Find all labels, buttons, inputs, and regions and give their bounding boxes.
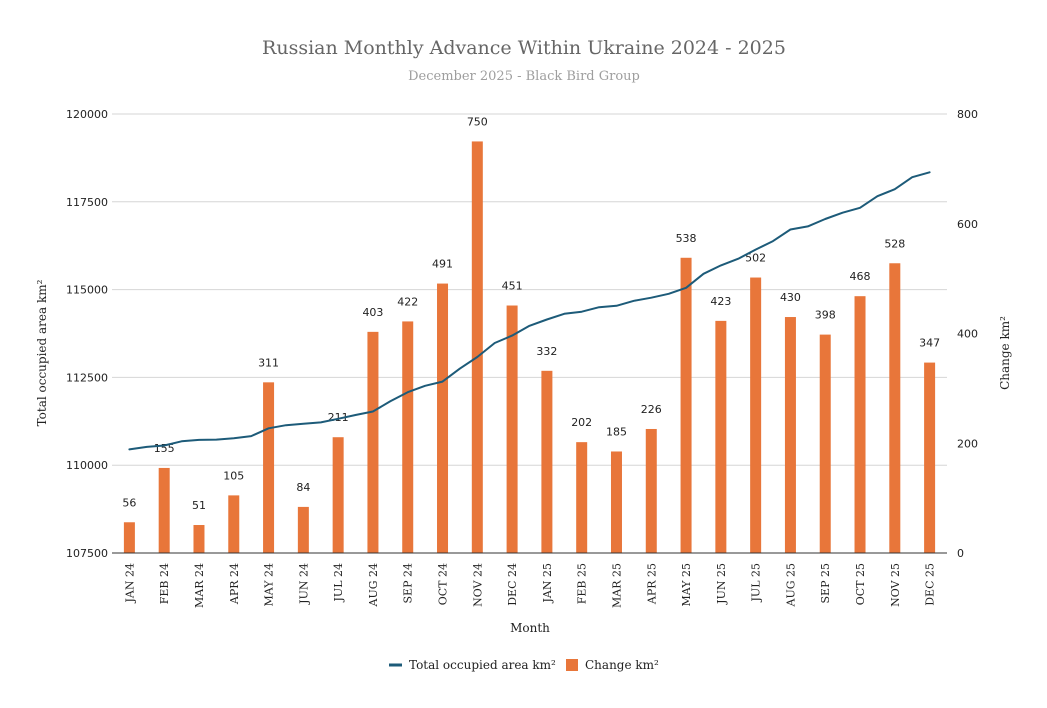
x-tick-label: MAY 25 [680,563,693,607]
bar-series [123,141,936,553]
right-axis-title: Change km² [998,316,1012,390]
bar [610,451,622,553]
right-tick-label: 400 [957,328,978,341]
x-tick-label: MAR 25 [610,563,623,608]
left-tick-label: 120000 [66,108,108,121]
left-axis-title: Total occupied area km² [35,279,49,426]
bar [819,334,831,553]
bar [541,370,553,553]
chart-subtitle: December 2025 - Black Bird Group [408,69,640,84]
left-tick-label: 107500 [66,547,108,560]
x-tick-label: FEB 24 [158,563,171,604]
bar [123,522,135,553]
bar-data-label: 491 [432,258,453,271]
bar [645,428,657,553]
bar-data-label: 422 [397,295,418,308]
right-tick-label: 0 [957,547,964,560]
legend-label-change: Change km² [585,658,659,672]
bar-data-label: 211 [328,411,349,424]
bar-data-label: 84 [296,481,310,494]
bar [784,317,796,553]
x-tick-label: FEB 25 [576,563,589,604]
x-tick-label: DEC 25 [924,563,937,606]
bar [750,277,762,553]
bar-data-label: 423 [710,295,731,308]
left-tick-label: 110000 [66,459,108,472]
bar [297,506,309,553]
bar [471,141,483,553]
bar-data-label: 528 [884,237,905,250]
left-tick-label: 115000 [66,284,108,297]
x-tick-label: OCT 24 [437,563,450,605]
legend-bar-swatch [566,659,578,671]
x-axis-title: Month [510,621,550,635]
x-tick-label: MAR 24 [193,563,206,608]
bar-data-label: 502 [745,252,766,265]
bar-data-label: 347 [919,337,940,350]
legend: Total occupied area km² Change km² [389,658,659,672]
bar [332,437,344,553]
right-axis-ticks: 0 200 400 600 800 [957,108,978,560]
x-axis-ticks: JAN 24 FEB 24 MAR 24 APR 24 MAY 24 JUN 24 JUL … [123,563,936,608]
bar [193,525,205,553]
bar-data-label: 750 [467,115,488,128]
x-tick-label: AUG 25 [784,563,797,608]
bar [437,283,449,553]
x-tick-label: OCT 25 [854,563,867,605]
bar [576,442,588,553]
x-tick-label: JUN 24 [297,563,310,605]
right-tick-label: 800 [957,108,978,121]
bar [263,382,275,553]
bar-data-label: 185 [606,425,627,438]
x-tick-label: SEP 25 [819,563,832,603]
x-tick-label: NOV 24 [471,563,484,607]
line-series-total-area [128,171,931,451]
bar [924,362,936,553]
bar-data-label: 398 [815,309,836,322]
bar [367,331,379,553]
bar-data-label: 468 [850,270,871,283]
bar-data-label: 403 [362,306,383,319]
right-tick-label: 200 [957,437,978,450]
bar [506,305,518,553]
x-tick-label: JUL 25 [750,563,763,602]
x-tick-label: DEC 24 [506,563,519,606]
gridlines [112,113,947,466]
bar-data-labels: 5615551105311842114034224917504513322021… [122,115,940,512]
bar [889,263,901,553]
x-tick-label: JUL 24 [332,563,345,602]
x-tick-label: NOV 25 [889,563,902,607]
chart-title: Russian Monthly Advance Within Ukraine 2… [262,37,786,59]
legend-label-total-area: Total occupied area km² [409,658,556,672]
bar [680,257,692,553]
bar-data-label: 332 [536,345,557,358]
x-tick-label: JUN 25 [715,563,728,605]
bar-data-label: 451 [502,280,523,293]
bar [715,320,727,553]
x-tick-label: MAY 24 [263,563,276,607]
x-tick-label: JAN 24 [123,563,136,603]
bar-data-label: 202 [571,416,592,429]
bar-data-label: 311 [258,356,279,369]
bar-data-label: 226 [641,403,662,416]
x-tick-label: JAN 25 [541,563,554,603]
x-tick-label: AUG 24 [367,563,380,608]
bar-data-label: 56 [122,496,136,509]
bar [402,321,414,553]
left-axis-ticks: 107500 110000 112500 115000 117500 120000 [66,108,108,560]
bar [158,467,170,553]
right-tick-label: 600 [957,218,978,231]
left-tick-label: 117500 [66,196,108,209]
bar-data-label: 538 [676,232,697,245]
x-tick-label: APR 25 [645,563,658,605]
x-tick-label: APR 24 [228,563,241,605]
bar-data-label: 105 [223,469,244,482]
left-tick-label: 112500 [66,371,108,384]
bar-data-label: 430 [780,291,801,304]
bar-data-label: 51 [192,499,206,512]
bar [228,495,240,553]
x-tick-label: SEP 24 [402,563,415,603]
bar [854,296,866,553]
